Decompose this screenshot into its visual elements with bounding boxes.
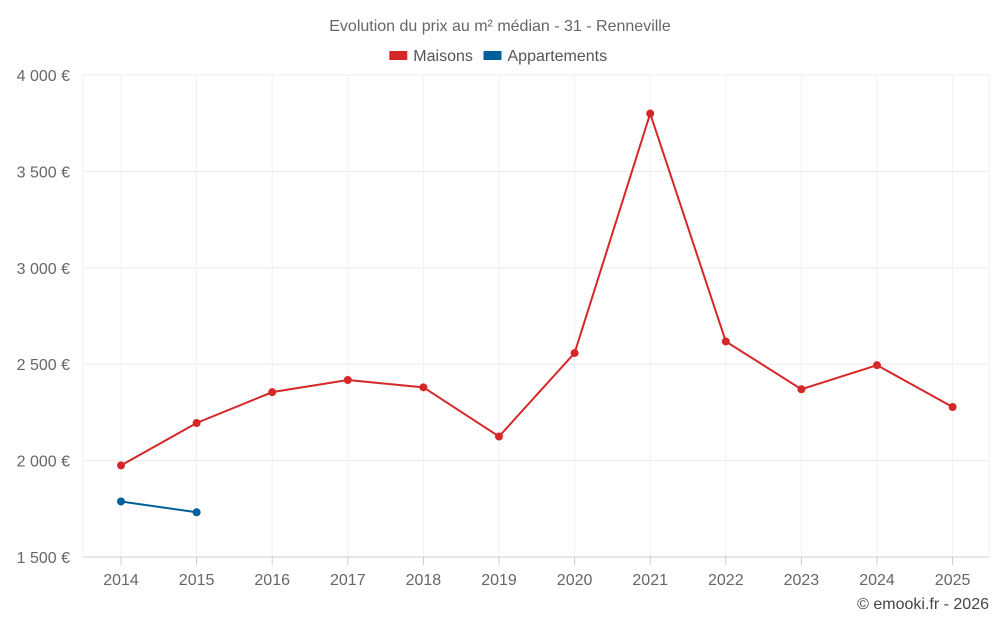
data-point[interactable] [117, 461, 125, 470]
x-tick-label: 2014 [103, 572, 139, 589]
legend-swatch [483, 51, 502, 60]
series-appartements [117, 497, 201, 517]
data-point[interactable] [419, 383, 428, 392]
x-tick-label: 2017 [330, 572, 366, 589]
series-line [120, 500, 197, 514]
data-point[interactable] [948, 403, 957, 412]
series-layer [117, 109, 957, 517]
x-tick-label: 2021 [632, 572, 668, 589]
series-line [120, 110, 954, 467]
data-point[interactable] [495, 432, 503, 441]
data-point[interactable] [117, 497, 125, 506]
y-tick-label: 3 000 € [17, 261, 70, 278]
data-point[interactable] [721, 337, 730, 346]
x-tick-label: 2023 [784, 572, 820, 589]
data-point[interactable] [570, 349, 579, 358]
y-tick-label: 3 500 € [17, 164, 70, 181]
data-point[interactable] [343, 376, 352, 385]
credit-text: © emooki.fr - 2026 [857, 596, 989, 613]
x-tick-label: 2019 [481, 572, 517, 589]
legend-item-maisons[interactable]: Maisons [389, 48, 473, 65]
legend[interactable]: Maisons Appartements [389, 48, 607, 65]
x-tick-label: 2018 [406, 572, 442, 589]
y-tick-label: 4 000 € [17, 68, 70, 85]
chart-title: Evolution du prix au m² médian - 31 - Re… [329, 18, 671, 35]
series-maisons [117, 109, 957, 470]
data-point[interactable] [268, 388, 277, 397]
data-point[interactable] [873, 361, 881, 370]
y-tick-label: 2 500 € [17, 357, 70, 374]
y-tick-label: 2 000 € [17, 454, 70, 471]
x-tick-label: 2024 [859, 572, 895, 589]
x-tick-label: 2025 [935, 572, 971, 589]
axes: 1 500 € 2 000 € 2 500 € 3 000 € 3 500 € 4 000… [17, 68, 989, 589]
x-tick-label: 2016 [254, 572, 290, 589]
x-tick-label: 2020 [557, 572, 593, 589]
x-tick-label: 2022 [708, 572, 744, 589]
y-tick-label: 1 500 € [17, 550, 70, 567]
data-point[interactable] [192, 508, 201, 517]
legend-label: Appartements [508, 48, 608, 65]
legend-swatch [389, 51, 408, 60]
x-tick-label: 2015 [179, 572, 215, 589]
legend-item-appartements[interactable]: Appartements [483, 48, 608, 65]
legend-label: Maisons [413, 48, 473, 65]
data-point[interactable] [797, 385, 806, 394]
grid [82, 74, 990, 557]
data-point[interactable] [646, 109, 655, 118]
data-point[interactable] [192, 419, 201, 428]
